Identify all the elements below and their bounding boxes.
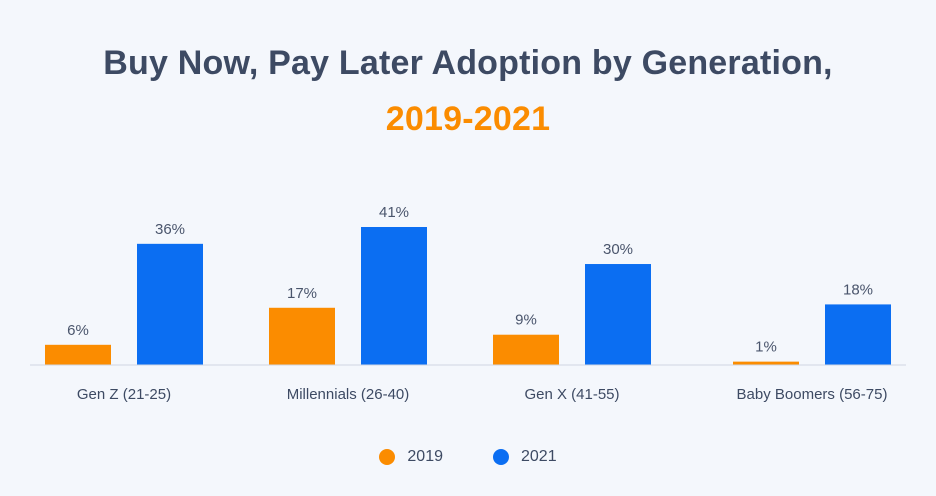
- bar-2019-2: [493, 334, 559, 365]
- labels-layer: 6% 36% Gen Z (21-25) 17% 41% Millennials (26-…: [67, 204, 887, 403]
- bar-2019-3: [733, 361, 799, 365]
- category-label: Gen Z (21-25): [77, 386, 171, 403]
- legend-label-2021: 2021: [521, 448, 557, 465]
- legend: 2019 2021: [0, 448, 936, 466]
- legend-item-2019: 2019: [379, 448, 443, 466]
- category-label: Gen X (41-55): [524, 386, 619, 403]
- chart-title: Buy Now, Pay Later Adoption by Generatio…: [103, 44, 833, 82]
- bar-2019-1: [269, 307, 335, 365]
- bar-value-label: 6%: [67, 322, 89, 339]
- bars-layer: [45, 227, 891, 365]
- bar-value-label: 18%: [843, 281, 873, 298]
- bar-value-label: 1%: [755, 339, 777, 356]
- bar-2019-0: [45, 344, 111, 365]
- bar-2021-1: [361, 227, 427, 365]
- legend-label-2019: 2019: [407, 448, 443, 465]
- bar-value-label: 17%: [287, 285, 317, 302]
- bar-value-label: 30%: [603, 241, 633, 258]
- category-label: Millennials (26-40): [287, 386, 410, 403]
- bar-chart: 6% 36% Gen Z (21-25) 17% 41% Millennials (26-…: [30, 204, 906, 403]
- bar-2021-3: [825, 304, 891, 365]
- bar-2021-0: [137, 243, 203, 365]
- bar-2021-2: [585, 264, 651, 365]
- legend-dot-2021-icon: [493, 449, 509, 465]
- bar-value-label: 41%: [379, 204, 409, 221]
- legend-item-2021: 2021: [493, 448, 557, 466]
- bar-value-label: 36%: [155, 221, 185, 238]
- bar-value-label: 9%: [515, 312, 537, 329]
- category-label: Baby Boomers (56-75): [737, 386, 888, 403]
- legend-dot-2019-icon: [379, 449, 396, 465]
- chart-subtitle: 2019-2021: [385, 100, 551, 138]
